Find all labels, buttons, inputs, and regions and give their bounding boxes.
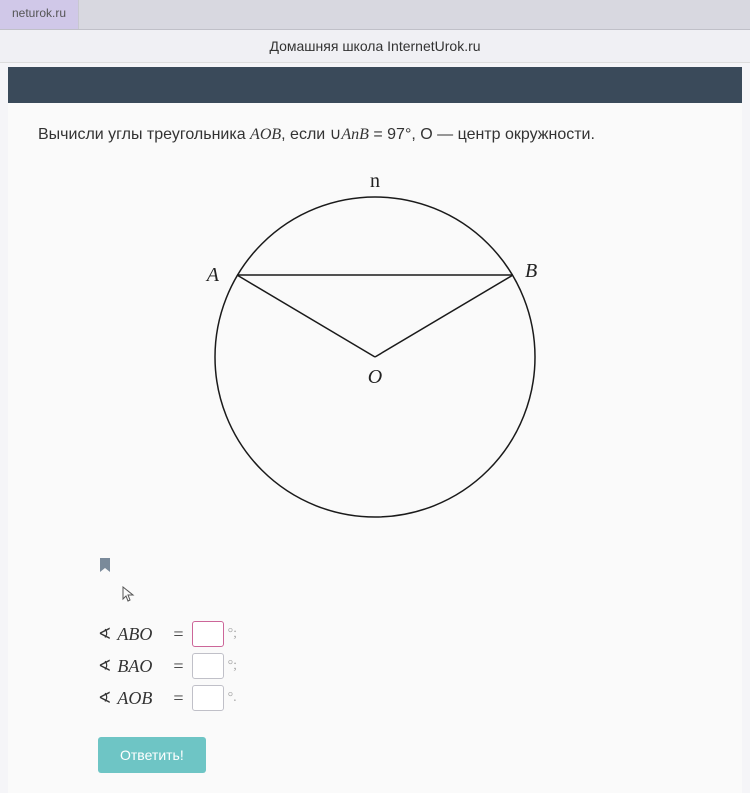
angle-input-bao[interactable] [192,653,224,679]
triangle-name: AOB [250,126,281,143]
text-mid: , если ∪ [281,126,341,143]
arc-value: 97° [387,126,411,143]
arc-name: AnB [341,126,369,143]
header-bar [8,67,742,103]
browser-tabs: neturok.ru [0,0,750,30]
angle-icon: ∢ [98,656,111,676]
degree-suffix: °. [228,690,237,706]
answer-row: ∢ ABO = °; [98,621,712,647]
degree-suffix: °; [228,658,238,674]
equals-sign: = [173,656,183,677]
equals-sign: = [173,624,183,645]
problem-area: Вычисли углы треугольника AOB, если ∪AnB… [8,103,742,793]
tab-neturok[interactable]: neturok.ru [0,0,79,29]
page-title: Домашняя школа InternetUrok.ru [0,30,750,63]
answer-row: ∢ BAO = °; [98,653,712,679]
angle-icon: ∢ [98,688,111,708]
answer-row: ∢ AOB = °. [98,685,712,711]
angle-label: ABO [117,624,163,645]
text-prefix: Вычисли углы треугольника [38,126,250,143]
diagram-container: n A B O [38,157,712,537]
angle-icon: ∢ [98,624,111,644]
angle-label: BAO [117,656,163,677]
angle-input-aob[interactable] [192,685,224,711]
cursor-icon [122,586,136,605]
bookmark-icon[interactable] [98,557,112,578]
svg-text:O: O [368,366,382,388]
circle-diagram: n A B O [175,157,575,537]
svg-text:A: A [205,264,220,286]
text-suffix: , O — центр окружности. [411,126,595,143]
angle-input-abo[interactable] [192,621,224,647]
submit-button[interactable]: Ответить! [98,737,206,773]
equals-sign: = [173,688,183,709]
degree-suffix: °; [228,626,238,642]
problem-statement: Вычисли углы треугольника AOB, если ∪AnB… [38,123,712,147]
svg-text:n: n [370,170,380,192]
svg-text:B: B [525,260,537,282]
text-eq: = [369,126,387,143]
answer-section: ∢ ABO = °; ∢ BAO = °; ∢ AOB = °. Ответить! [38,557,712,773]
angle-label: AOB [117,688,163,709]
